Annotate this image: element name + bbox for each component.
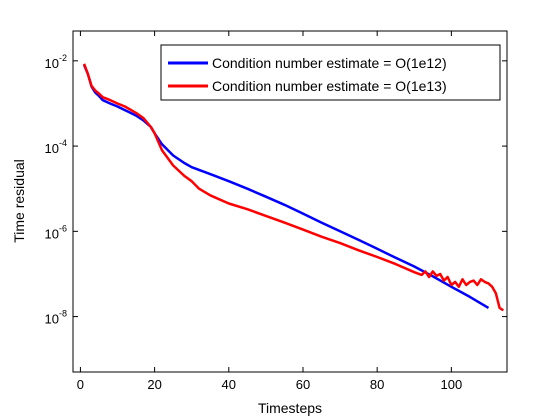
x-tick-label: 80 <box>370 377 384 392</box>
legend-label-1: Condition number estimate = O(1e12) <box>212 55 447 71</box>
series-line-1 <box>82 64 490 309</box>
x-tick-label: 0 <box>77 377 84 392</box>
x-tick-label: 40 <box>222 377 236 392</box>
tick-layer: 0 20 40 60 80 100 10-8 10-6 10-4 10-2 <box>45 31 507 392</box>
y-tick-label: 10-8 <box>45 309 67 327</box>
series-layer <box>82 63 504 312</box>
legend-box <box>160 44 501 101</box>
x-axis-title: Timesteps <box>258 400 322 416</box>
y-tick-label: 10-6 <box>45 223 67 241</box>
x-tick-label: 20 <box>147 377 161 392</box>
legend: Condition number estimate = O(1e12) Cond… <box>160 44 501 101</box>
y-tick-label: 10-2 <box>45 53 67 71</box>
x-tick-label: 100 <box>441 377 463 392</box>
series-line-2 <box>82 63 504 312</box>
y-axis-title: Time residual <box>11 159 27 243</box>
x-tick-label: 60 <box>296 377 310 392</box>
legend-label-2: Condition number estimate = O(1e13) <box>212 78 447 94</box>
y-tick-label: 10-4 <box>45 138 67 156</box>
